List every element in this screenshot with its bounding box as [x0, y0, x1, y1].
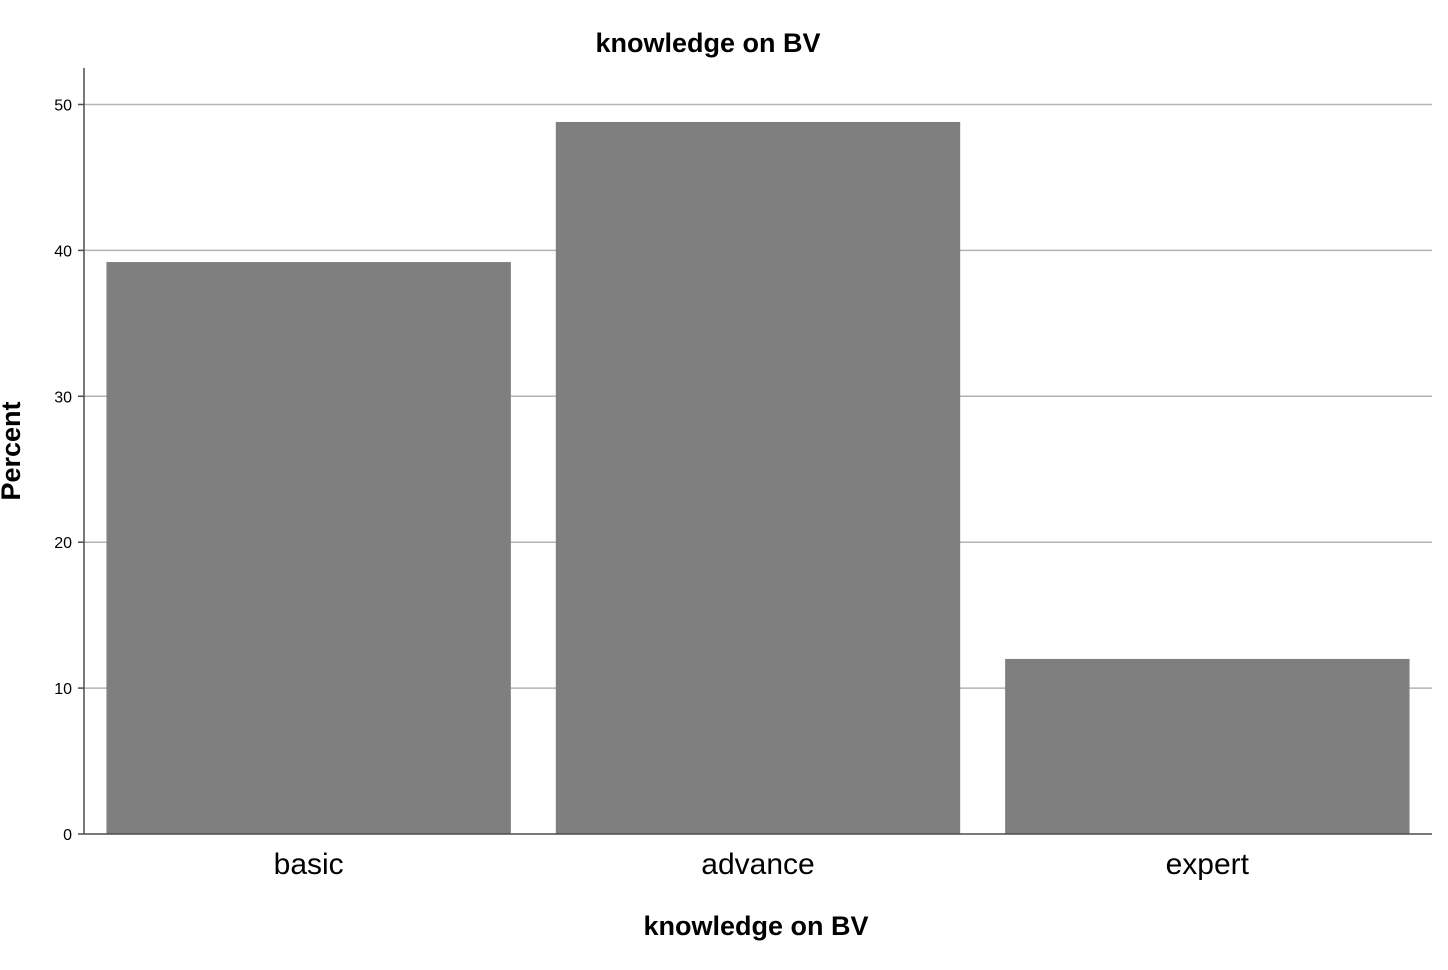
bar-basic	[106, 262, 511, 834]
x-tick-label: basic	[274, 848, 344, 881]
x-axis-title: knowledge on BV	[643, 911, 868, 941]
axes	[78, 68, 1432, 835]
x-tick-label: advance	[701, 848, 814, 881]
y-axis-title: Percent	[0, 401, 26, 500]
y-tick-label: 40	[54, 243, 72, 260]
bars	[106, 121, 1410, 835]
y-tick-label: 20	[54, 535, 72, 552]
bar-advance	[555, 121, 961, 835]
y-tick-label: 10	[54, 681, 72, 698]
x-tick-labels: basic advance expert	[274, 848, 1250, 881]
y-tick-labels: 0 10 20 30 40 50	[54, 97, 72, 844]
y-tick-label: 30	[54, 389, 72, 406]
chart-title: knowledge on BV	[595, 28, 820, 58]
y-tick-label: 0	[63, 827, 72, 844]
x-tick-label: expert	[1166, 848, 1250, 881]
bar-expert	[1005, 658, 1410, 834]
y-tick-label: 50	[54, 97, 72, 114]
